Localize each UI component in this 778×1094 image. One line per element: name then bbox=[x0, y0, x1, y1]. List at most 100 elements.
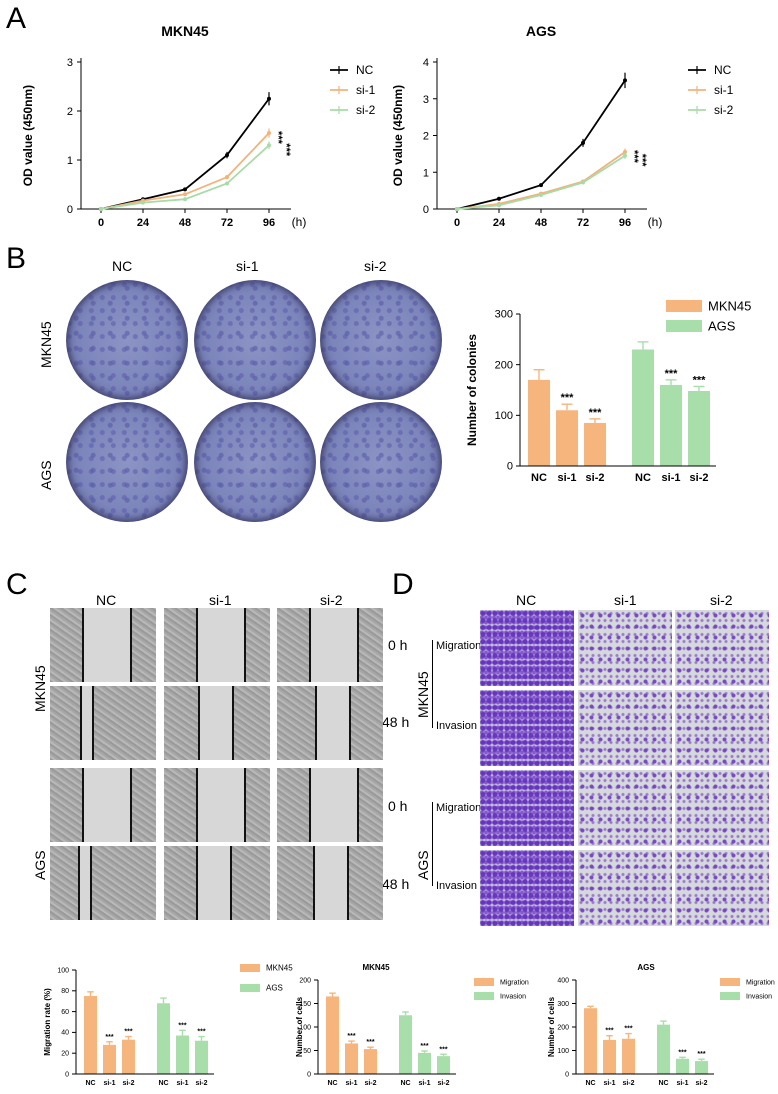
legend-label-Migration: Migration bbox=[500, 979, 529, 986]
wound-gap bbox=[309, 768, 357, 842]
panel-letter-b: B bbox=[6, 242, 27, 275]
wound-edge-line bbox=[309, 768, 311, 842]
wound-edge-line bbox=[313, 846, 315, 920]
wound-image-ags-0h-si2 bbox=[277, 768, 383, 842]
wound-edge-line bbox=[196, 846, 198, 920]
cell-layer bbox=[50, 686, 80, 760]
legend-label-NC: NC bbox=[356, 63, 374, 77]
c-col-nc: NC bbox=[96, 592, 117, 608]
wound-edge-line bbox=[309, 608, 311, 682]
cell-layer bbox=[90, 846, 156, 920]
c-col-si1: si-1 bbox=[209, 592, 232, 608]
b-col-nc: NC bbox=[112, 258, 133, 274]
legend-label-Migration: Migration bbox=[746, 979, 775, 986]
significance-stars: *** bbox=[697, 1051, 705, 1058]
legend-swatch-MKN45 bbox=[666, 300, 702, 312]
series-line-si-1 bbox=[456, 151, 626, 210]
legend-label-si-2: si-2 bbox=[356, 103, 376, 117]
legend-label-AGS: AGS bbox=[708, 318, 736, 333]
wound-gap bbox=[315, 686, 349, 760]
bar-Invasion-si-1 bbox=[418, 1052, 431, 1074]
legend-swatch-Migration bbox=[474, 978, 494, 986]
data-point bbox=[581, 140, 585, 145]
x-tick-label: si-2 bbox=[695, 1080, 707, 1087]
wound-gap bbox=[309, 608, 357, 682]
series-line-si-2 bbox=[456, 154, 626, 210]
legend-label-Invasion: Invasion bbox=[500, 993, 526, 1000]
c-row-mkn45: MKN45 bbox=[32, 665, 48, 712]
wound-gap bbox=[82, 768, 130, 842]
x-tick-label: si-2 bbox=[122, 1080, 134, 1087]
legend-label-Invasion: Invasion bbox=[746, 993, 772, 1000]
significance-stars: *** bbox=[272, 131, 284, 145]
chart-ags-cells: 0 100 200 300 400 Number of cells AGS NC si-1 ***… bbox=[547, 963, 775, 1087]
y-axis-label: Number of cells bbox=[295, 996, 304, 1057]
x-tick-label: si-1 bbox=[103, 1080, 115, 1087]
x-tick-label: NC bbox=[531, 472, 547, 484]
bar-AGS-si-2 bbox=[688, 391, 710, 466]
colony-dish-mkn45-si2 bbox=[320, 280, 442, 400]
y-axis-label: Number of cells bbox=[547, 996, 556, 1057]
significance-stars: *** bbox=[628, 150, 640, 164]
legend-swatch-AGS bbox=[666, 320, 702, 332]
y-tick-label: 60 bbox=[61, 1009, 69, 1016]
c-row-ags: AGS bbox=[32, 850, 48, 880]
legend-swatch-Migration bbox=[720, 978, 740, 986]
b-col-si2: si-2 bbox=[364, 258, 387, 274]
panel-letter-a: A bbox=[6, 2, 27, 35]
cell-layer bbox=[349, 686, 383, 760]
y-tick-label: 0 bbox=[67, 204, 73, 216]
y-tick-label: 80 bbox=[61, 988, 69, 995]
d-row-mkn45: MKN45 bbox=[415, 671, 431, 718]
wound-edge-line bbox=[347, 846, 349, 920]
x-tick-label: si-2 bbox=[437, 1080, 449, 1087]
y-tick-label: 0 bbox=[565, 1071, 569, 1078]
wound-edge-line bbox=[357, 768, 359, 842]
series-line-NC bbox=[456, 79, 626, 210]
legend-label-NC: NC bbox=[714, 63, 732, 77]
bar-AGS-si-2 bbox=[195, 1040, 208, 1074]
data-point bbox=[183, 197, 187, 202]
wound-image-mkn45-0h-nc bbox=[50, 608, 156, 682]
data-point bbox=[623, 150, 627, 155]
legend-label-AGS: AGS bbox=[266, 984, 283, 993]
x-tick-label: si-1 bbox=[558, 472, 577, 484]
wound-image-ags-48h-si1 bbox=[164, 846, 270, 920]
colony-dish-ags-nc bbox=[66, 402, 188, 522]
chart-title: AGS bbox=[637, 963, 655, 972]
data-point bbox=[581, 180, 585, 185]
wound-edge-line bbox=[357, 608, 359, 682]
data-point bbox=[225, 153, 229, 158]
wound-gap bbox=[80, 686, 92, 760]
x-tick-label: 24 bbox=[137, 217, 150, 229]
x-tick-label: 96 bbox=[619, 217, 631, 229]
colony-dish-mkn45-nc bbox=[66, 280, 188, 400]
x-tick-label: si-1 bbox=[418, 1080, 430, 1087]
y-tick-label: 0 bbox=[507, 461, 513, 473]
transwell-image-ags-invasion-si2 bbox=[675, 850, 769, 926]
bar-MKN45-NC bbox=[528, 379, 550, 466]
significance-stars: *** bbox=[693, 374, 707, 386]
wound-gap bbox=[196, 768, 244, 842]
bar-AGS-NC bbox=[157, 1003, 170, 1074]
data-point bbox=[183, 187, 187, 192]
x-tick-label: NC bbox=[158, 1080, 168, 1087]
wound-edge-line bbox=[196, 768, 198, 842]
cell-layer bbox=[50, 846, 78, 920]
cell-layer bbox=[347, 846, 383, 920]
bar-AGS-si-1 bbox=[176, 1035, 189, 1074]
legend-label-si-1: si-1 bbox=[356, 83, 376, 97]
x-axis-label: (h) bbox=[648, 215, 663, 229]
bar-MKN45-si-2 bbox=[584, 422, 606, 466]
panel-letter-c: C bbox=[6, 568, 28, 601]
y-tick-label: 200 bbox=[557, 1024, 569, 1031]
d-assay-invasion-mkn45: Invasion bbox=[436, 720, 477, 732]
chart-title: AGS bbox=[526, 23, 556, 39]
x-tick-label: si-1 bbox=[345, 1080, 357, 1087]
wound-image-ags-48h-nc bbox=[50, 846, 156, 920]
y-axis-label: Number of colonies bbox=[465, 334, 479, 446]
x-tick-label: 72 bbox=[221, 217, 233, 229]
y-tick-label: 100 bbox=[299, 1024, 311, 1031]
cell-layer bbox=[164, 846, 196, 920]
cell-layer bbox=[244, 608, 270, 682]
